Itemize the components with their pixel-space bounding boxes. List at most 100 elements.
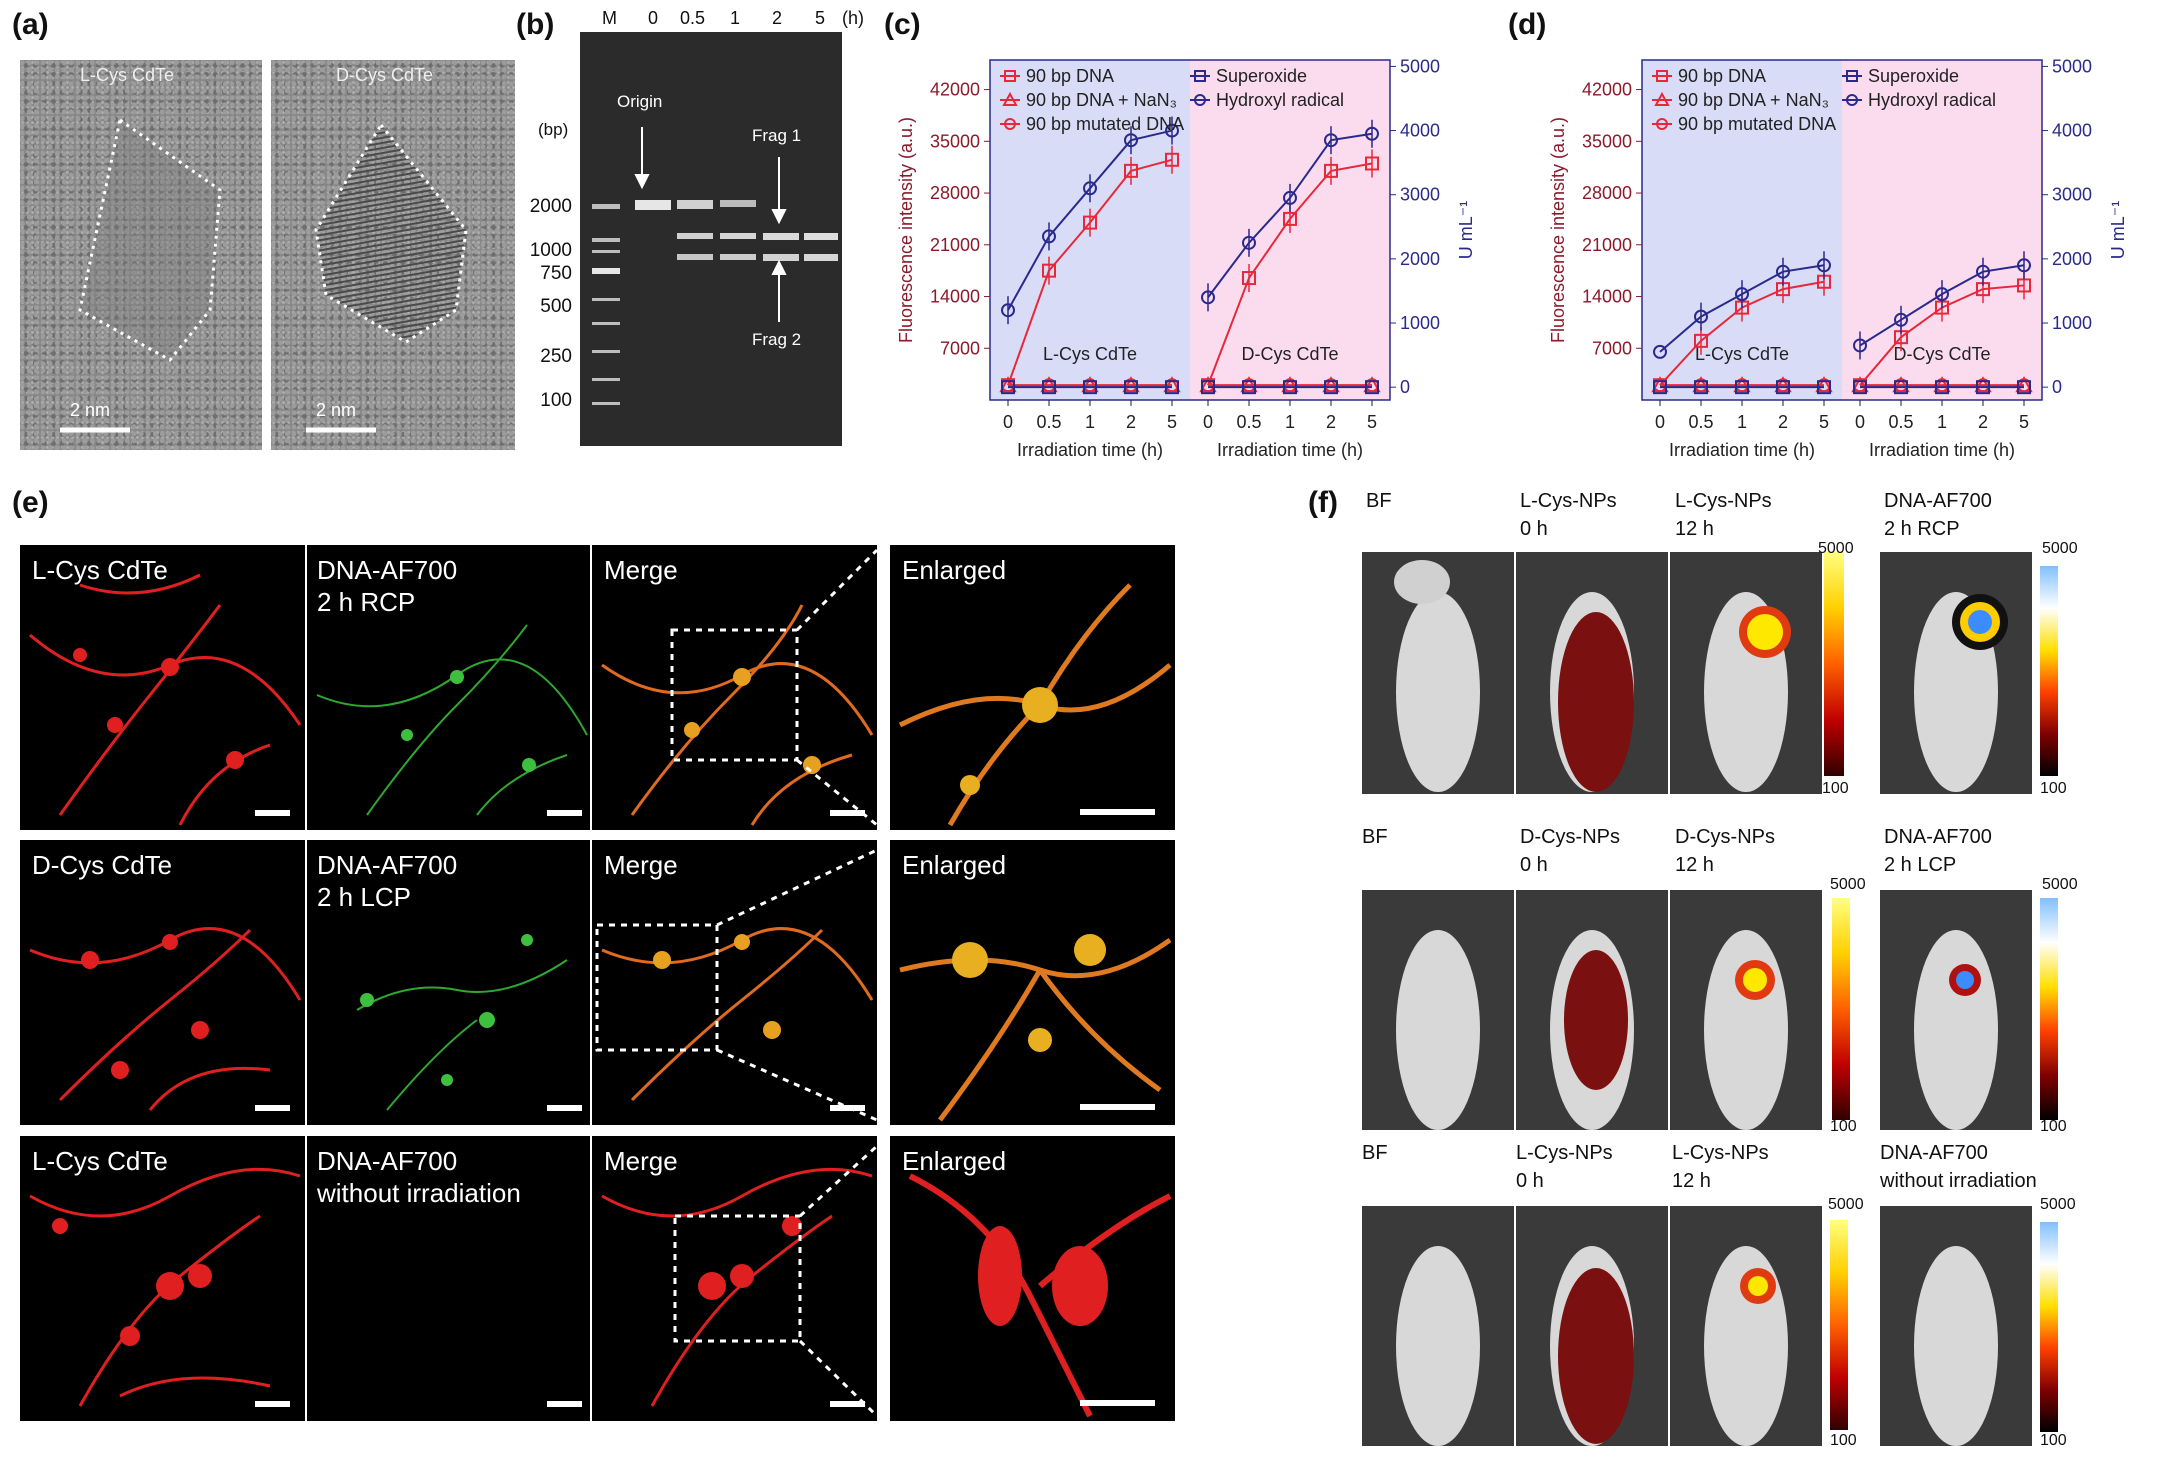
x-tick-label: 1 [1737,412,1747,432]
y-left-tick-label: 21000 [1582,235,1632,255]
x-tick-label: 0 [1655,412,1665,432]
band [763,254,799,261]
scale-label-right: 2 nm [316,400,357,420]
y-right-tick-label: 0 [2052,377,2062,397]
f-bf-label: BF [1362,826,1388,848]
data-point-square [1242,380,1256,395]
data-point-circle [1894,312,1908,327]
panel-a-label: (a) [12,8,49,41]
y-right-axis-label: U mL⁻¹ [1456,201,1476,260]
data-point-square [1124,380,1138,395]
row-label: DNA-AF700 [317,555,458,585]
colorbar-cool-row2 [2040,898,2058,1120]
mouse-0h-row1 [1516,552,1668,794]
panel-d-label: (d) [1508,8,1547,41]
f-label: DNA-AF700 [1880,1142,1988,1164]
particle-outline [314,122,468,344]
f-label: L-Cys-NPs [1516,1142,1613,1164]
x-tick-label: 1 [1285,412,1295,432]
mouse-af700-row3 [1880,1206,2032,1446]
data-point-square [1283,211,1297,226]
y-left-tick-label: 28000 [930,183,980,203]
row-sublabel: 2 h RCP [317,587,416,617]
f-sublabel: 12 h [1672,1170,1711,1192]
y-left-tick-label: 35000 [930,131,980,151]
data-point-circle [1653,344,1667,359]
hrtem-image-right: D-Cys CdTe 2 nm [271,60,515,450]
data-point-square [1201,380,1215,395]
row-sublabel: 2 h LCP [317,882,411,912]
data-point-square [1165,152,1179,167]
data-point-square [1283,380,1297,395]
plot-bg-left [1642,60,1842,400]
micro-merge-row1: Merge [592,545,877,830]
f-sublabel: 12 h [1675,518,1714,540]
plot-bg-right [1842,60,2042,400]
gel-lane-labels: M 0 0.5 1 2 5 (h) [580,8,870,30]
data-point-square [1165,380,1179,395]
data-point-square [1365,380,1379,395]
panel-c-label: (c) [884,8,921,41]
data-point-square [1894,380,1908,395]
panel-e-label: (e) [12,486,49,519]
data-point-square [2017,380,2031,395]
colorbar-max: 5000 [2042,540,2078,557]
band [763,233,799,240]
x-tick-label: 2 [1126,412,1136,432]
band-origin [635,200,671,210]
y-left-tick-label: 7000 [940,338,980,358]
data-point-circle [1776,264,1790,279]
mouse-bf-row1 [1362,552,1514,794]
y-right-tick-label: 5000 [1400,56,1440,76]
y-left-tick-label: 35000 [1582,131,1632,151]
micro-dna-row2: DNA-AF700 2 h LCP [307,840,590,1125]
row-label: D-Cys CdTe [32,850,173,880]
data-point-square [2017,278,2031,293]
f-sublabel: 0 h [1520,518,1548,540]
data-point-square [1653,380,1667,395]
zoom-box [673,1214,802,1343]
mouse-0h-row2 [1516,890,1668,1130]
x-tick-label: 0 [1855,412,1865,432]
frag2-label: Frag 2 [752,330,802,349]
data-point-circle [1324,133,1338,148]
enlarged-label: Enlarged [902,555,1007,585]
lane-label: 2 [772,8,783,28]
micro-merge-row3: Merge [592,1136,877,1421]
data-point-circle [1976,264,1990,279]
band [720,200,756,207]
data-point-circle [1694,309,1708,324]
data-point-square [1042,263,1056,278]
legend-marker [1194,94,1206,106]
data-point-circle [1735,287,1749,302]
y-left-tick-label: 28000 [1582,183,1632,203]
bp-marker: 500 [540,296,572,317]
micro-enlarged-row3: Enlarged [890,1136,1175,1421]
x-tick-label: 2 [1778,412,1788,432]
data-point-square [1001,380,1015,395]
legend-marker [1654,91,1670,106]
data-point-square [1776,380,1790,395]
colorbar-max: 5000 [2040,1196,2076,1213]
y-left-axis-label: Fluorescence intensity (a.u.) [1548,117,1568,343]
data-point-circle [1242,235,1256,250]
enlarged-label: Enlarged [902,1146,1007,1176]
merge-label: Merge [604,850,678,880]
bp-marker: 100 [540,390,572,411]
x-axis-label: Irradiation time (h) [1217,440,1363,460]
y-right-tick-label: 2000 [1400,249,1440,269]
f-sublabel: without irradiation [1880,1170,2037,1192]
data-point-square [1817,380,1831,395]
y-left-tick-label: 14000 [930,287,980,307]
y-right-tick-label: 1000 [1400,313,1440,333]
data-point-circle [1042,229,1056,244]
x-tick-label: 0.5 [1888,412,1913,432]
micro-dna-row1: DNA-AF700 2 h RCP [307,545,590,830]
band [804,233,838,240]
bp-marker: 250 [540,346,572,367]
row-label: DNA-AF700 [317,1146,458,1176]
colorbar-min: 100 [2040,780,2067,797]
row-sublabel: without irradiation [317,1178,521,1208]
zoom-box [595,923,719,1052]
colorbar-hot-row2 [1832,898,1850,1120]
